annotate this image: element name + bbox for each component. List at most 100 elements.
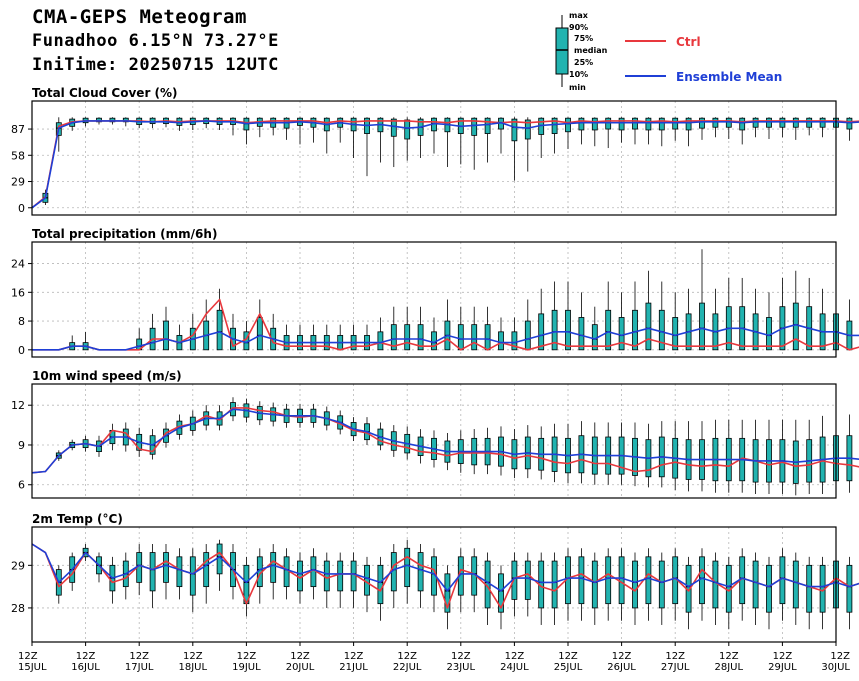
box-whisker xyxy=(685,288,692,351)
box xyxy=(471,117,478,136)
box xyxy=(377,331,384,351)
box xyxy=(404,324,411,351)
init-time-label: IniTime: 20250715 12UTC xyxy=(32,55,279,75)
box-whisker xyxy=(779,548,786,621)
box-whisker xyxy=(551,423,558,483)
box-whisker xyxy=(685,556,692,630)
box xyxy=(565,309,571,351)
panel-frame xyxy=(31,383,837,499)
y-tick-label: 12 xyxy=(11,399,25,412)
y-tick-label: 58 xyxy=(11,149,25,162)
box-whisker xyxy=(725,419,732,493)
box xyxy=(578,317,585,351)
box-whisker xyxy=(230,117,236,136)
box-whisker xyxy=(524,552,531,617)
box xyxy=(806,117,813,128)
box-whisker xyxy=(792,419,799,496)
box-whisker xyxy=(712,419,719,493)
box-whisker xyxy=(283,548,290,600)
x-tick-date-label: 29JUL xyxy=(768,662,797,673)
box-whisker xyxy=(739,277,746,351)
box xyxy=(551,117,558,134)
box-whisker xyxy=(752,419,759,495)
box-whisker xyxy=(176,324,183,351)
box xyxy=(323,560,330,592)
box-whisker xyxy=(149,313,156,351)
box-whisker xyxy=(390,544,397,608)
mean-series-line xyxy=(31,408,859,474)
y-tick-label: 29 xyxy=(11,176,25,189)
box-whisker xyxy=(390,306,397,351)
box-whisker xyxy=(203,544,210,604)
box xyxy=(578,556,585,605)
box-whisker xyxy=(243,117,250,145)
box-whisker xyxy=(605,548,612,621)
panel-title: 10m wind speed (m/s) xyxy=(32,369,182,383)
box xyxy=(538,313,545,351)
box-whisker xyxy=(524,299,531,351)
box-whisker xyxy=(645,270,652,351)
legend-box-label: median xyxy=(574,46,608,55)
ctrl-series-line xyxy=(32,298,859,351)
x-tick-hour-label: 12Z xyxy=(129,651,149,662)
y-tick-label: 0 xyxy=(18,344,25,357)
box xyxy=(645,556,652,605)
box-whisker xyxy=(216,539,223,591)
box xyxy=(350,560,357,592)
box-whisker xyxy=(605,281,612,351)
box xyxy=(270,552,277,583)
legend-box-label: min xyxy=(569,83,586,92)
box-whisker xyxy=(672,548,679,621)
box-whisker xyxy=(163,544,169,600)
x-tick-date-label: 16JUL xyxy=(71,662,100,673)
box-whisker xyxy=(819,288,826,351)
box xyxy=(498,331,504,351)
box-whisker xyxy=(846,556,853,630)
x-tick-hour-label: 12Z xyxy=(558,651,578,662)
box-whisker xyxy=(163,306,169,351)
box-whisker xyxy=(189,548,196,613)
box-whisker xyxy=(431,548,437,613)
box xyxy=(658,309,665,351)
box-whisker xyxy=(725,556,732,630)
x-tick-date-label: 15JUL xyxy=(18,662,47,673)
box-whisker xyxy=(444,565,451,630)
box xyxy=(524,119,531,140)
box-whisker xyxy=(645,548,652,621)
box-whisker xyxy=(323,552,330,608)
box xyxy=(632,309,638,351)
box-whisker xyxy=(69,335,76,351)
x-tick-date-label: 20JUL xyxy=(286,662,315,673)
x-tick-date-label: 21JUL xyxy=(339,662,368,673)
box-whisker xyxy=(672,421,679,491)
box-whisker xyxy=(712,288,719,351)
box xyxy=(846,117,853,130)
box-whisker xyxy=(350,117,357,158)
box-whisker xyxy=(149,544,156,608)
x-tick-hour-label: 12Z xyxy=(397,651,417,662)
box-whisker xyxy=(806,117,813,136)
x-tick-date-label: 28JUL xyxy=(715,662,744,673)
box-whisker xyxy=(457,306,464,351)
legend-box-lower xyxy=(555,49,569,75)
box xyxy=(524,320,531,351)
mean-series-line xyxy=(32,323,859,351)
box xyxy=(404,119,411,140)
box-whisker xyxy=(417,544,424,608)
x-tick-hour-label: 12Z xyxy=(344,651,364,662)
box xyxy=(605,309,612,351)
legend-box-label: max xyxy=(569,11,589,20)
box-whisker xyxy=(578,548,585,621)
box-whisker xyxy=(524,117,531,172)
box-whisker xyxy=(645,423,652,488)
x-tick-hour-label: 12Z xyxy=(183,651,203,662)
box-whisker xyxy=(565,423,571,484)
x-tick-date-label: 24JUL xyxy=(500,662,529,673)
x-tick-date-label: 18JUL xyxy=(179,662,208,673)
panel-3: 10m wind speed (m/s) 6 9 12 xyxy=(11,369,859,499)
box-whisker xyxy=(766,556,772,630)
box xyxy=(390,324,397,351)
box xyxy=(444,573,451,613)
box xyxy=(524,560,531,600)
